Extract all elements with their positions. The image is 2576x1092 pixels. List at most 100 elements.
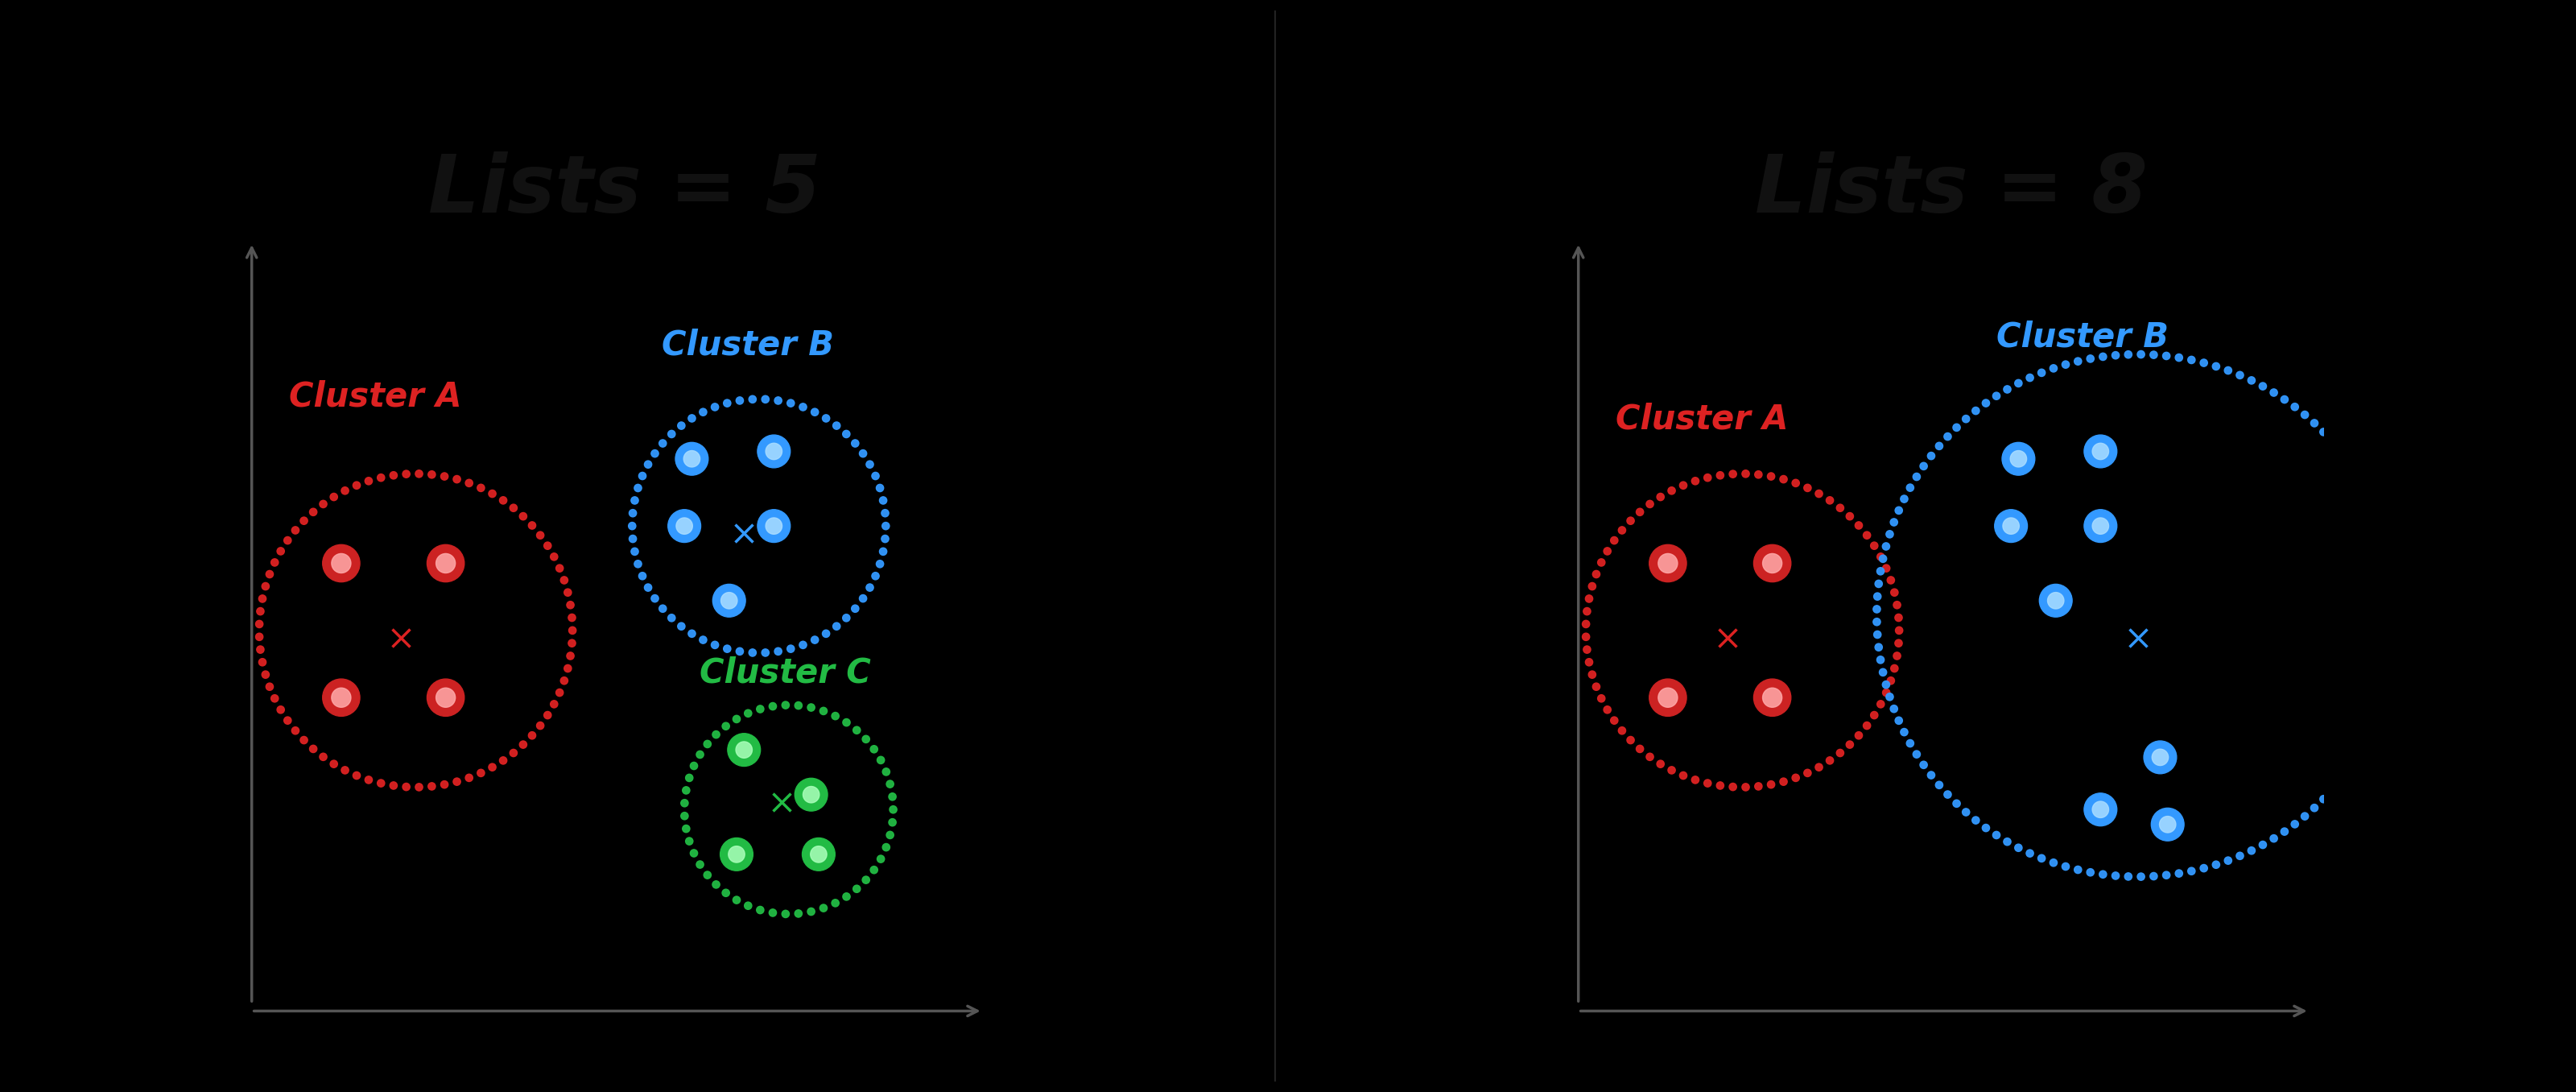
Circle shape bbox=[466, 479, 474, 487]
Circle shape bbox=[2290, 820, 2298, 828]
Circle shape bbox=[453, 475, 461, 483]
Circle shape bbox=[853, 886, 860, 892]
Circle shape bbox=[1847, 740, 1855, 748]
Circle shape bbox=[2174, 869, 2182, 877]
Circle shape bbox=[366, 776, 374, 784]
Circle shape bbox=[1855, 732, 1862, 739]
Circle shape bbox=[711, 641, 719, 649]
Circle shape bbox=[2336, 776, 2344, 784]
Circle shape bbox=[556, 689, 564, 697]
Circle shape bbox=[783, 701, 788, 709]
Circle shape bbox=[2393, 650, 2401, 657]
Circle shape bbox=[1793, 479, 1801, 487]
Circle shape bbox=[801, 838, 835, 870]
Circle shape bbox=[1888, 577, 1893, 584]
Circle shape bbox=[402, 471, 410, 478]
Circle shape bbox=[1649, 545, 1687, 582]
Circle shape bbox=[2321, 428, 2326, 436]
Circle shape bbox=[2383, 687, 2391, 695]
Circle shape bbox=[2014, 380, 2022, 387]
Circle shape bbox=[1592, 682, 1600, 690]
Circle shape bbox=[2393, 573, 2401, 581]
Circle shape bbox=[402, 783, 410, 791]
Circle shape bbox=[696, 751, 703, 758]
Circle shape bbox=[2027, 850, 2032, 857]
Circle shape bbox=[788, 400, 793, 407]
Circle shape bbox=[1605, 547, 1610, 555]
Circle shape bbox=[428, 545, 464, 582]
Circle shape bbox=[721, 723, 729, 729]
Circle shape bbox=[1618, 727, 1625, 734]
Circle shape bbox=[2396, 625, 2403, 632]
Circle shape bbox=[711, 403, 719, 411]
Circle shape bbox=[1703, 780, 1710, 787]
Circle shape bbox=[309, 508, 317, 515]
Circle shape bbox=[1981, 400, 1989, 407]
Circle shape bbox=[291, 526, 299, 534]
Circle shape bbox=[2200, 865, 2208, 871]
Circle shape bbox=[1927, 452, 1935, 460]
Circle shape bbox=[2391, 561, 2398, 569]
Circle shape bbox=[1762, 554, 1783, 573]
Circle shape bbox=[1646, 500, 1654, 508]
Circle shape bbox=[1893, 652, 1901, 660]
Circle shape bbox=[629, 509, 636, 517]
Circle shape bbox=[278, 707, 283, 713]
Circle shape bbox=[652, 595, 659, 602]
Circle shape bbox=[1754, 679, 1790, 716]
Circle shape bbox=[278, 547, 283, 555]
Circle shape bbox=[1592, 570, 1600, 578]
Circle shape bbox=[1873, 605, 1880, 613]
Circle shape bbox=[440, 781, 448, 788]
Circle shape bbox=[675, 442, 708, 475]
Circle shape bbox=[793, 702, 801, 709]
Circle shape bbox=[2084, 510, 2117, 543]
Circle shape bbox=[435, 554, 456, 573]
Circle shape bbox=[804, 786, 819, 803]
Circle shape bbox=[322, 545, 361, 582]
Circle shape bbox=[340, 487, 348, 495]
Circle shape bbox=[762, 649, 770, 656]
Circle shape bbox=[2383, 536, 2391, 544]
Circle shape bbox=[415, 783, 422, 791]
Circle shape bbox=[453, 778, 461, 785]
Circle shape bbox=[1870, 711, 1878, 719]
Circle shape bbox=[884, 843, 889, 851]
Circle shape bbox=[1584, 658, 1592, 666]
Circle shape bbox=[332, 688, 350, 708]
Circle shape bbox=[1855, 522, 1862, 530]
Circle shape bbox=[520, 740, 528, 748]
Circle shape bbox=[2249, 377, 2254, 384]
Circle shape bbox=[690, 762, 698, 770]
Circle shape bbox=[737, 648, 744, 655]
Circle shape bbox=[629, 522, 636, 530]
Circle shape bbox=[639, 472, 647, 479]
Circle shape bbox=[1741, 783, 1749, 791]
Circle shape bbox=[1582, 620, 1589, 628]
Circle shape bbox=[1610, 716, 1618, 724]
Circle shape bbox=[1649, 679, 1687, 716]
Circle shape bbox=[270, 695, 278, 702]
Circle shape bbox=[871, 746, 878, 752]
Circle shape bbox=[301, 736, 307, 744]
Circle shape bbox=[353, 772, 361, 780]
Circle shape bbox=[1692, 477, 1700, 485]
Circle shape bbox=[811, 637, 819, 643]
Circle shape bbox=[520, 512, 528, 520]
Circle shape bbox=[2061, 360, 2069, 368]
Circle shape bbox=[2370, 723, 2378, 731]
Circle shape bbox=[309, 745, 317, 752]
Circle shape bbox=[2352, 467, 2360, 475]
Circle shape bbox=[2280, 828, 2287, 835]
Circle shape bbox=[680, 812, 688, 820]
Circle shape bbox=[2125, 873, 2133, 880]
Circle shape bbox=[1963, 808, 1971, 816]
Circle shape bbox=[2269, 834, 2277, 842]
Circle shape bbox=[793, 910, 801, 917]
Circle shape bbox=[853, 605, 858, 613]
Circle shape bbox=[258, 645, 265, 653]
Circle shape bbox=[750, 649, 757, 656]
Circle shape bbox=[1896, 627, 1904, 634]
Circle shape bbox=[878, 497, 886, 505]
Circle shape bbox=[544, 711, 551, 719]
